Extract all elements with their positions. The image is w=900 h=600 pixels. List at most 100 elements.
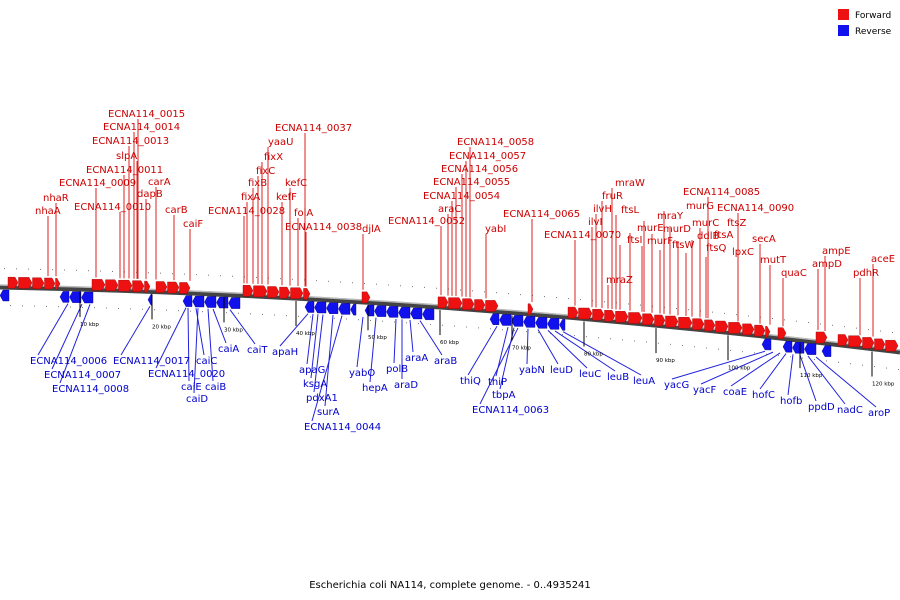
gene-label-ecna114-0015: ECNA114_0015 <box>108 109 185 120</box>
grid-dot <box>514 330 515 332</box>
grid-dot <box>94 307 95 309</box>
gene-label-ftsl: ftsL <box>621 205 639 216</box>
forward-gene-arrow <box>837 334 849 346</box>
reverse-gene-arrow <box>216 296 229 309</box>
grid-dot <box>472 290 473 292</box>
reverse-gene-arrow <box>499 314 512 326</box>
label-leader-lines <box>37 119 877 422</box>
scale-tick-label: 20 kbp <box>152 324 171 330</box>
grid-dot <box>886 367 887 369</box>
forward-gene-arrow <box>118 279 133 292</box>
grid-dot <box>118 307 119 309</box>
forward-gene-arrow <box>628 312 643 324</box>
gene-label-ftsw: ftsW <box>672 240 694 251</box>
grid-dot <box>622 339 623 341</box>
forward-gene-arrow <box>742 323 755 336</box>
grid-dot <box>754 352 755 354</box>
gene-label-ecna114-0056: ECNA114_0056 <box>441 164 518 175</box>
forward-gene-arrow <box>32 277 45 289</box>
grid-dot <box>538 332 539 334</box>
grid-dot <box>442 324 443 326</box>
gene-label-hofb: hofb <box>780 396 802 407</box>
grid-dot <box>766 353 767 355</box>
scale-tick-label: 40 kbp <box>296 331 315 337</box>
forward-gene-arrow <box>105 279 119 291</box>
reverse-gene-arrow <box>761 338 772 351</box>
grid-dot <box>88 270 89 272</box>
grid-dot <box>562 334 563 336</box>
reverse-gene-arrow <box>398 306 411 319</box>
gene-label-ftsq: ftsQ <box>706 243 726 254</box>
grid-dot <box>46 305 47 307</box>
grid-dot <box>22 305 23 307</box>
gene-label-fixc: fixC <box>256 166 275 177</box>
grid-dot <box>568 298 569 300</box>
gene-label-yacf: yacF <box>693 385 717 396</box>
grid-dot <box>490 328 491 330</box>
reverse-gene-arrow <box>364 304 375 317</box>
grid-dot <box>880 330 881 332</box>
forward-gene-arrow <box>728 322 743 334</box>
gene-label-dapb: dapB <box>137 189 163 200</box>
forward-gene-arrow <box>642 313 655 326</box>
grid-dot <box>784 319 785 321</box>
gene-label-pdhr: pdhR <box>853 268 879 279</box>
forward-gene-arrow <box>179 282 191 294</box>
forward-gene-arrow <box>155 281 168 293</box>
reverse-leader-line <box>700 351 774 385</box>
gene-label-ampe: ampE <box>822 246 851 257</box>
forward-gene-arrow <box>765 326 771 338</box>
gene-label-fixa: fixA <box>241 192 260 203</box>
grid-dot <box>874 366 875 368</box>
grid-dot <box>76 269 77 271</box>
forward-gene-arrow <box>7 276 19 289</box>
reverse-leader-line <box>155 307 187 369</box>
grid-dot <box>712 311 713 313</box>
gene-label-mraw: mraW <box>615 178 645 189</box>
reverse-leader-line <box>419 320 443 356</box>
forward-gene-arrow <box>144 280 151 293</box>
forward-gene-arrow <box>253 285 268 297</box>
gene-label-apah: apaH <box>272 347 298 358</box>
gene-label-coae: coaE <box>723 387 747 398</box>
reverse-gene-arrow <box>804 343 817 355</box>
grid-dot <box>310 316 311 318</box>
grid-dot <box>628 303 629 305</box>
grid-dot <box>70 306 71 308</box>
gene-label-nadc: nadC <box>837 405 863 416</box>
reverse-gene-arrow <box>192 295 205 308</box>
grid-dot <box>166 309 167 311</box>
gene-label-lpxc: lpxC <box>732 247 754 258</box>
forward-gene-arrow <box>862 337 875 349</box>
reverse-leader-line <box>807 355 846 405</box>
reverse-leader-line <box>799 354 817 402</box>
grid-dot <box>520 294 521 296</box>
gene-label-frur: fruR <box>602 191 623 202</box>
grid-dot <box>526 331 527 333</box>
reverse-leader-line <box>562 331 642 376</box>
gene-label-murd: murD <box>663 224 691 235</box>
gene-label-cara: carA <box>148 177 171 188</box>
grid-dot <box>226 312 227 314</box>
gene-label-ecna114-0038: ECNA114_0038 <box>285 222 362 233</box>
gene-labels: nhaA nhaR ECNA114_0009 ECNA114_0010 ECNA114_… <box>30 109 895 433</box>
grid-dot <box>658 342 659 344</box>
grid-dot <box>820 323 821 325</box>
reverse-gene-arrow <box>792 342 805 354</box>
grid-dot <box>142 308 143 310</box>
reverse-gene-arrow <box>350 303 357 316</box>
grid-dot <box>364 282 365 284</box>
gene-label-mraz: mraZ <box>606 275 633 286</box>
grid-dot <box>130 308 131 310</box>
reverse-leader-line <box>730 352 781 387</box>
grid-dot <box>172 273 173 275</box>
grid-dot <box>544 296 545 298</box>
gene-label-ecna114-0006: ECNA114_0006 <box>30 356 107 367</box>
gene-label-mutt: mutT <box>760 255 787 266</box>
gene-label-ftsz: ftsZ <box>727 218 746 229</box>
grid-dot <box>424 286 425 288</box>
reverse-gene-arrow <box>304 301 315 313</box>
gene-label-ecna114-0065: ECNA114_0065 <box>503 209 580 220</box>
forward-gene-arrow <box>242 285 254 297</box>
